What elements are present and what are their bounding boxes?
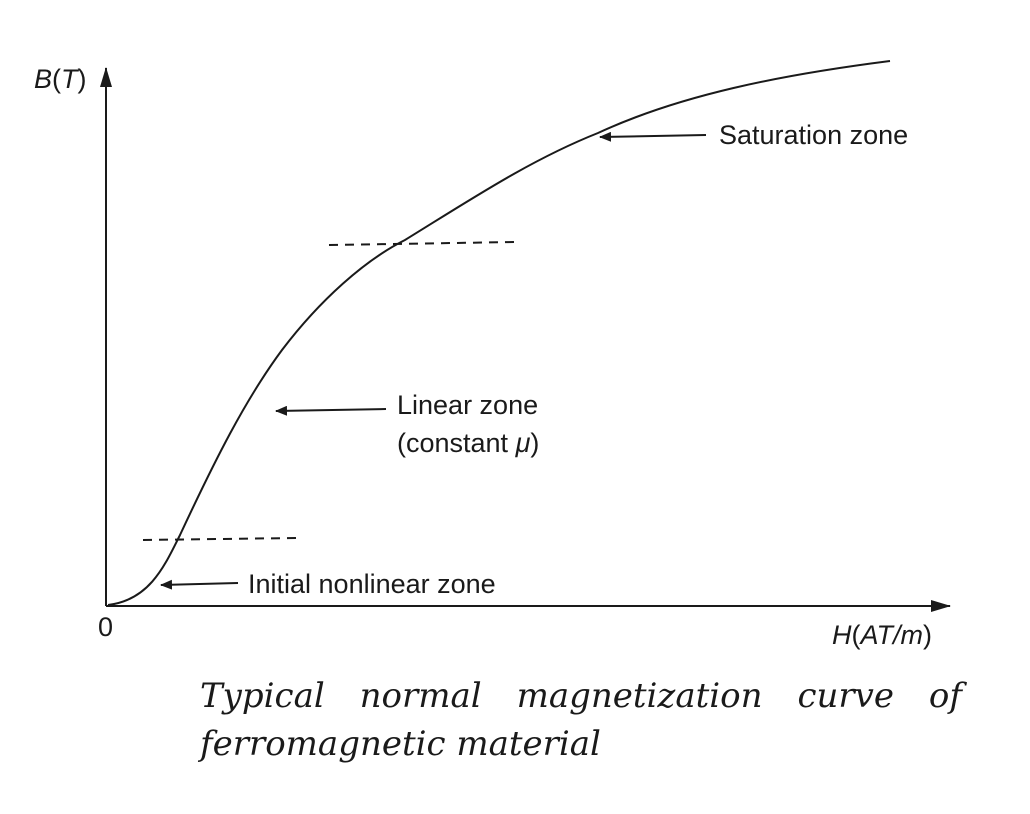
caption-line-2: ferromagnetic material [200, 724, 601, 764]
linear-zone-sublabel: (constant μ) [397, 428, 539, 458]
linear-arrow [275, 405, 387, 416]
upper-zone-boundary [328, 241, 517, 246]
initial-zone-label: Initial nonlinear zone [248, 569, 496, 599]
saturation-arrow [599, 131, 707, 142]
magnetization-curve [107, 60, 891, 606]
origin-label: 0 [98, 612, 113, 642]
figure-caption: Typical normal magnetization curve of fe… [200, 672, 962, 768]
lower-zone-boundary [142, 537, 297, 541]
linear-zone-label: Linear zone [397, 390, 538, 420]
x-axis-label: H(AT/m) [832, 620, 932, 650]
initial-arrow [160, 579, 239, 590]
y-axis-label: B(T) [34, 64, 87, 94]
caption-line-1: Typical normal magnetization curve of [200, 676, 962, 716]
saturation-zone-label: Saturation zone [719, 120, 908, 150]
